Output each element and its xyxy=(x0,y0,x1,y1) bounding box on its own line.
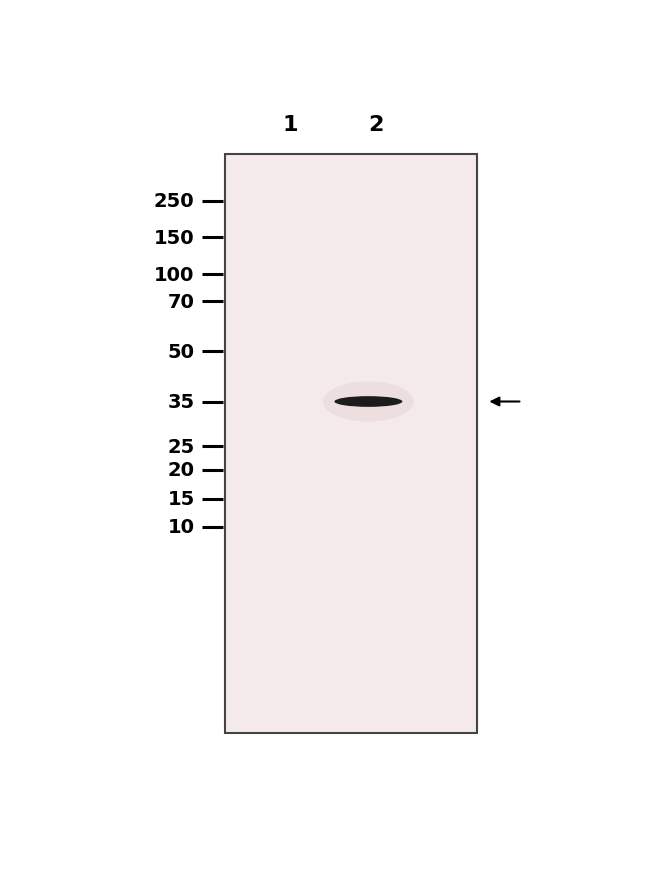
Text: 70: 70 xyxy=(168,292,194,311)
Text: 150: 150 xyxy=(154,229,194,248)
Text: 2: 2 xyxy=(369,115,383,135)
Text: 250: 250 xyxy=(154,192,194,211)
Ellipse shape xyxy=(323,382,413,422)
Text: 15: 15 xyxy=(167,489,194,508)
Text: 1: 1 xyxy=(283,115,298,135)
Text: 100: 100 xyxy=(154,265,194,284)
Text: 25: 25 xyxy=(167,437,194,456)
Text: 50: 50 xyxy=(168,342,194,362)
Ellipse shape xyxy=(334,396,402,408)
Text: 20: 20 xyxy=(168,461,194,480)
Text: 10: 10 xyxy=(168,518,194,537)
Bar xyxy=(225,155,476,733)
Text: 35: 35 xyxy=(168,393,194,412)
